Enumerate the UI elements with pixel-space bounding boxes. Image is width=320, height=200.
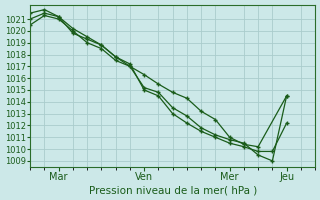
X-axis label: Pression niveau de la mer( hPa ): Pression niveau de la mer( hPa ) [89, 185, 257, 195]
